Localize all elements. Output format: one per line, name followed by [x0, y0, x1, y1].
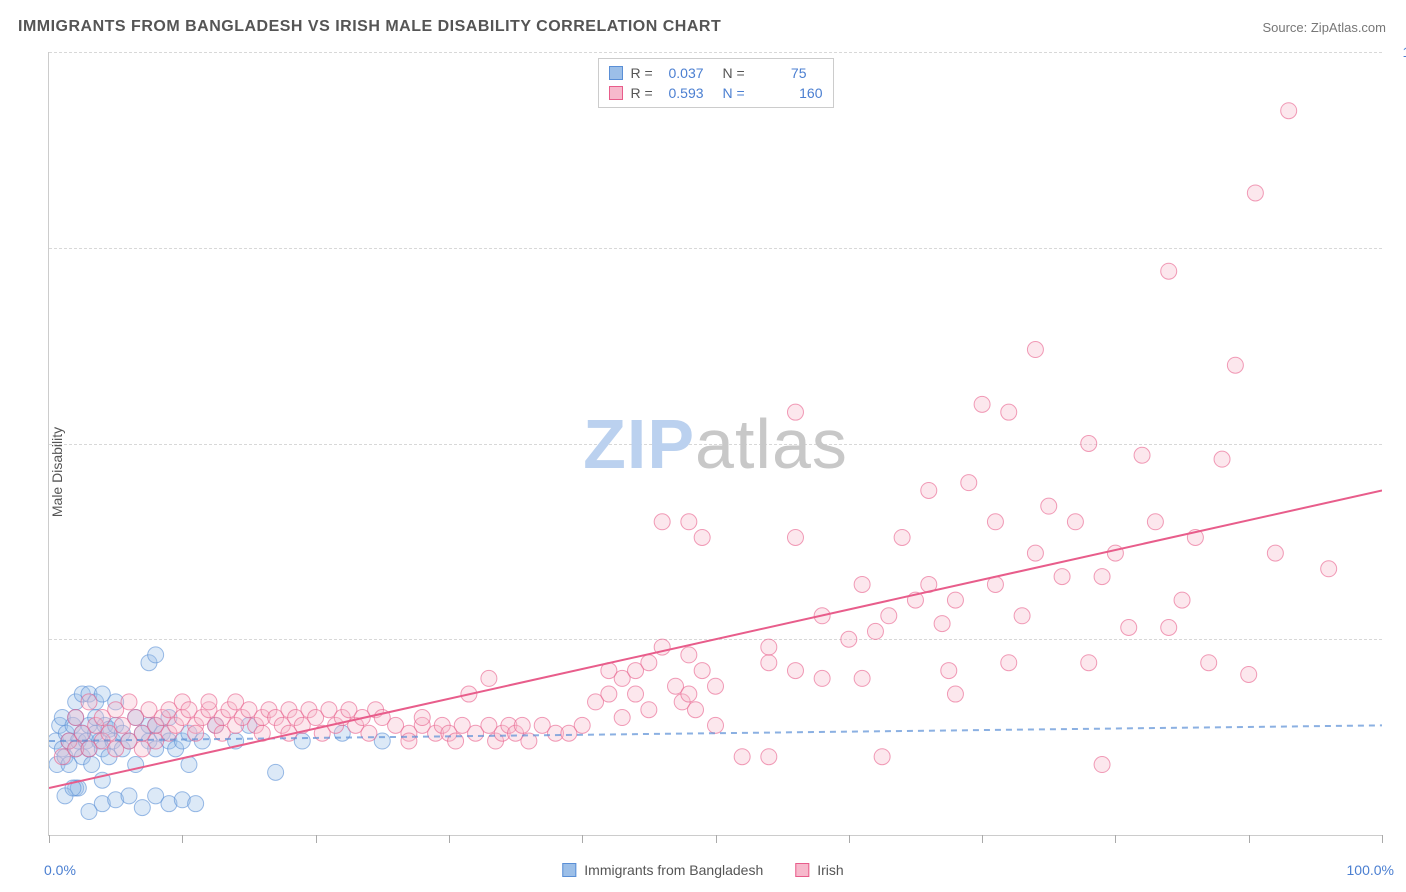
x-tick — [182, 835, 183, 843]
n-value-irish: 160 — [777, 83, 823, 103]
series-legend: Immigrants from Bangladesh Irish — [562, 862, 843, 878]
x-tick — [582, 835, 583, 843]
r-label: R = — [631, 83, 661, 103]
r-label: R = — [631, 63, 661, 83]
n-label: N = — [723, 63, 753, 83]
trend-lines-layer — [49, 52, 1382, 835]
y-tick-label: 100.0% — [1390, 44, 1406, 60]
x-tick — [1382, 835, 1383, 843]
r-value-bangladesh: 0.037 — [669, 63, 715, 83]
x-tick — [449, 835, 450, 843]
x-tick — [316, 835, 317, 843]
n-label: N = — [723, 83, 769, 103]
plot-area: ZIPatlas R = 0.037 N = 75 R = 0.593 N = … — [48, 52, 1382, 836]
y-tick-label: 75.0% — [1390, 240, 1406, 256]
swatch-bangladesh — [609, 66, 623, 80]
legend-item-irish: Irish — [795, 862, 843, 878]
x-tick — [982, 835, 983, 843]
chart-wrapper: Male Disability ZIPatlas R = 0.037 N = 7… — [0, 52, 1406, 892]
y-tick-label: 50.0% — [1390, 436, 1406, 452]
source-attribution: Source: ZipAtlas.com — [1262, 20, 1386, 35]
swatch-bangladesh — [562, 863, 576, 877]
n-value-bangladesh: 75 — [761, 63, 807, 83]
correlation-legend: R = 0.037 N = 75 R = 0.593 N = 160 — [598, 58, 834, 108]
x-tick — [716, 835, 717, 843]
legend-item-bangladesh: Immigrants from Bangladesh — [562, 862, 763, 878]
legend-label-bangladesh: Immigrants from Bangladesh — [584, 862, 763, 878]
trend-line — [49, 490, 1382, 788]
correlation-row-irish: R = 0.593 N = 160 — [609, 83, 823, 103]
r-value-irish: 0.593 — [669, 83, 715, 103]
legend-label-irish: Irish — [817, 862, 843, 878]
x-tick — [849, 835, 850, 843]
correlation-row-bangladesh: R = 0.037 N = 75 — [609, 63, 823, 83]
x-tick — [1249, 835, 1250, 843]
x-max-label: 100.0% — [1347, 862, 1394, 878]
x-tick — [49, 835, 50, 843]
trend-line — [49, 725, 1382, 741]
swatch-irish — [795, 863, 809, 877]
swatch-irish — [609, 86, 623, 100]
y-tick-label: 25.0% — [1390, 631, 1406, 647]
x-tick — [1115, 835, 1116, 843]
source-label: Source: — [1262, 20, 1310, 35]
x-min-label: 0.0% — [44, 862, 76, 878]
source-value: ZipAtlas.com — [1311, 20, 1386, 35]
chart-title: IMMIGRANTS FROM BANGLADESH VS IRISH MALE… — [18, 18, 721, 36]
